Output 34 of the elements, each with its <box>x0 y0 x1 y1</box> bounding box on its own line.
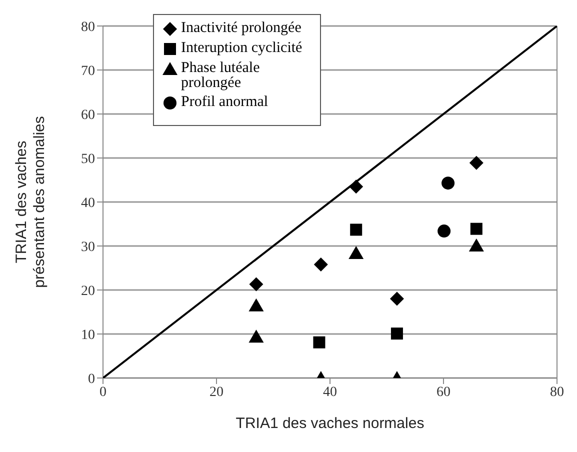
y-tick-label: 20 <box>81 284 95 299</box>
y-tick-label: 0 <box>88 372 95 387</box>
x-tick-label: 0 <box>100 384 106 400</box>
y-tick-label: 40 <box>81 196 95 211</box>
point <box>313 336 326 348</box>
point <box>248 330 264 343</box>
legend-label: Interuption cyclicité <box>181 40 302 56</box>
legend-label: Phase lutéale prolongée <box>181 60 261 91</box>
x-tick-label: 60 <box>436 384 450 400</box>
point <box>314 257 328 272</box>
point <box>469 156 484 170</box>
point <box>249 277 264 292</box>
point <box>348 246 364 260</box>
y-axis-title: TRIA1 des vaches présentant des anomalies <box>13 116 48 288</box>
x-tick-label: 20 <box>210 384 224 400</box>
x-tick-label: 80 <box>550 384 564 400</box>
y-tick-label: 70 <box>81 64 95 79</box>
point <box>438 224 451 238</box>
legend-label: Profil anormal <box>181 94 268 110</box>
x-axis-title: TRIA1 des vaches normales <box>236 415 424 432</box>
y-tick-label: 80 <box>81 20 95 35</box>
x-tick-label: 40 <box>323 384 337 400</box>
point <box>390 328 403 340</box>
y-tick-label: 10 <box>81 328 95 343</box>
y-tick-label: 30 <box>81 240 95 255</box>
point <box>248 298 264 312</box>
point <box>350 224 362 236</box>
point <box>390 292 404 306</box>
y-tick-label: 60 <box>81 108 95 123</box>
legend-label: Inactivité prolongée <box>181 20 302 36</box>
y-tick-label: 50 <box>81 152 95 167</box>
point <box>470 222 482 235</box>
point <box>442 176 455 190</box>
point <box>468 238 484 252</box>
